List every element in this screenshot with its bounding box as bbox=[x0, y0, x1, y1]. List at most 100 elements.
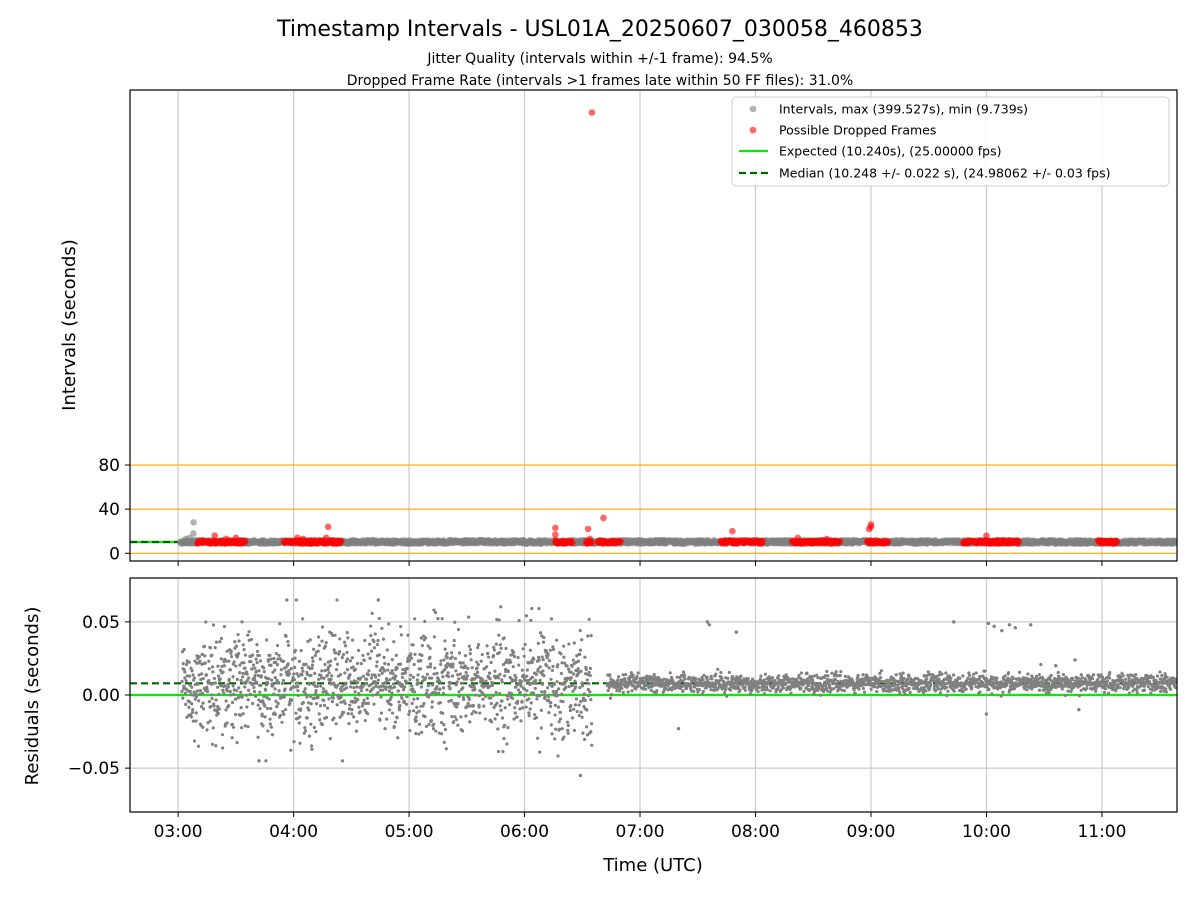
residual-point bbox=[520, 668, 524, 672]
residual-point bbox=[571, 658, 575, 662]
residual-point bbox=[480, 679, 485, 683]
residual-point bbox=[345, 630, 349, 635]
residual-point bbox=[327, 671, 331, 675]
residual-point bbox=[239, 678, 243, 682]
residual-point bbox=[629, 671, 633, 675]
residual-point bbox=[474, 710, 478, 715]
residual-point bbox=[644, 687, 648, 691]
residual-point bbox=[410, 684, 414, 688]
residual-point bbox=[524, 705, 528, 709]
residual-point bbox=[476, 674, 480, 679]
residual-point bbox=[556, 705, 561, 709]
residual-point bbox=[351, 665, 355, 669]
residual-point bbox=[332, 648, 336, 652]
residual-point bbox=[556, 754, 560, 758]
residual-point bbox=[195, 689, 199, 693]
residual-point bbox=[580, 638, 584, 642]
residual-point bbox=[192, 739, 197, 743]
residual-point bbox=[320, 722, 325, 727]
residual-point bbox=[558, 717, 563, 721]
residual-point bbox=[461, 661, 465, 665]
residual-point bbox=[195, 654, 199, 658]
residual-point bbox=[207, 700, 211, 704]
residual-point bbox=[357, 705, 361, 709]
residual-point bbox=[216, 711, 220, 716]
residual-point bbox=[582, 737, 587, 742]
intervals-y-label: Intervals (seconds) bbox=[59, 239, 80, 411]
residual-point bbox=[311, 659, 315, 663]
residual-point bbox=[649, 688, 653, 692]
residual-point bbox=[567, 667, 571, 671]
residual-point bbox=[590, 743, 594, 747]
residual-point bbox=[214, 698, 218, 702]
residual-point bbox=[307, 701, 311, 705]
residual-point bbox=[353, 690, 357, 694]
residual-point bbox=[441, 711, 445, 715]
residual-point bbox=[413, 617, 417, 621]
residual-point bbox=[432, 722, 436, 726]
residual-point bbox=[411, 643, 415, 647]
residual-point bbox=[281, 709, 285, 714]
dropped-frame-point bbox=[324, 523, 332, 531]
residual-point bbox=[189, 666, 193, 670]
residual-point bbox=[539, 708, 543, 712]
residual-point bbox=[581, 684, 585, 688]
residual-point bbox=[546, 698, 551, 702]
residual-point bbox=[405, 695, 409, 699]
residual-point bbox=[587, 617, 591, 621]
residual-point bbox=[266, 658, 270, 662]
residual-point bbox=[188, 689, 192, 694]
residual-point bbox=[385, 717, 389, 721]
residual-point bbox=[530, 675, 534, 679]
residual-point bbox=[415, 678, 420, 682]
residual-point bbox=[313, 653, 318, 658]
residual-point bbox=[525, 668, 529, 672]
residual-point bbox=[229, 649, 233, 653]
residual-point bbox=[340, 689, 344, 693]
residual-point bbox=[180, 689, 184, 694]
residual-point bbox=[557, 720, 561, 724]
residual-point bbox=[355, 661, 360, 666]
residual-point bbox=[547, 710, 551, 715]
residual-point bbox=[387, 689, 391, 693]
residual-point bbox=[626, 683, 630, 688]
residual-point bbox=[383, 661, 387, 666]
residual-point bbox=[448, 681, 453, 685]
residual-point bbox=[213, 646, 217, 650]
residual-point bbox=[287, 669, 291, 673]
residual-point bbox=[369, 683, 373, 687]
residual-point bbox=[350, 638, 355, 642]
residual-point bbox=[194, 711, 198, 715]
residual-point bbox=[529, 618, 533, 622]
residual-point bbox=[205, 689, 210, 694]
residual-point bbox=[502, 636, 506, 640]
residual-point bbox=[570, 716, 575, 720]
residual-point bbox=[587, 670, 591, 674]
residual-point bbox=[503, 723, 507, 727]
residual-point bbox=[222, 691, 226, 695]
residual-point bbox=[372, 702, 376, 706]
residual-point bbox=[355, 720, 359, 724]
residual-point bbox=[575, 709, 579, 714]
residual-point bbox=[342, 699, 346, 703]
residual-point bbox=[623, 678, 627, 682]
residual-point bbox=[312, 696, 317, 700]
residual-point bbox=[427, 695, 431, 699]
residual-point bbox=[368, 642, 372, 646]
residual-point bbox=[438, 687, 442, 691]
residual-point bbox=[255, 680, 259, 684]
residual-point bbox=[399, 693, 403, 697]
residual-point bbox=[388, 671, 393, 675]
residual-point bbox=[427, 722, 431, 727]
residual-point bbox=[507, 703, 512, 707]
residual-point bbox=[412, 662, 416, 667]
residual-point bbox=[442, 658, 446, 662]
residual-point bbox=[470, 666, 474, 670]
residual-point bbox=[274, 660, 278, 664]
residual-point bbox=[232, 692, 236, 696]
residual-point bbox=[254, 694, 258, 699]
residual-point bbox=[219, 636, 224, 641]
residual-point bbox=[525, 689, 529, 693]
dropped-frame-point bbox=[299, 535, 307, 543]
residual-point bbox=[528, 707, 532, 711]
